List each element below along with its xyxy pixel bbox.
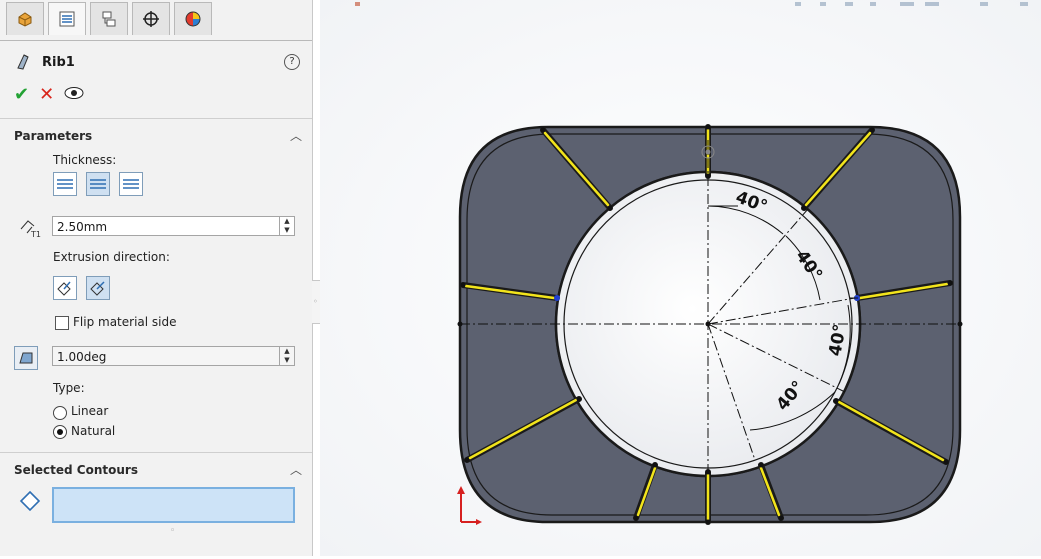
feature-manager-icon — [18, 12, 32, 27]
feature-header: Rib1 — [14, 52, 75, 72]
dimxpert-icon — [143, 11, 159, 27]
type-label: Type: — [53, 381, 85, 395]
property-manager-icon — [59, 11, 75, 27]
normal-to-sketch-button[interactable] — [86, 276, 110, 300]
section-divider — [0, 118, 312, 119]
thickness-value: 2.50mm — [57, 220, 108, 234]
thickness-both-sides-icon — [90, 179, 106, 189]
rib-thickness-icon: T1 — [18, 217, 44, 242]
selected-contours-list[interactable] — [52, 487, 295, 523]
thickness-first-side-icon — [57, 179, 73, 189]
thickness-both-sides-button[interactable] — [86, 172, 110, 196]
tab-dimxpert[interactable] — [132, 2, 170, 35]
flip-material-side-checkbox[interactable] — [55, 316, 69, 330]
draft-toggle-button[interactable] — [14, 346, 38, 370]
plate-inner-edge — [466, 133, 954, 516]
natural-radio[interactable] — [53, 425, 67, 439]
sketch-origin-marker — [701, 145, 715, 159]
cancel-button[interactable]: ✕ — [39, 84, 55, 105]
construction-lines — [460, 140, 960, 470]
natural-label: Natural — [71, 424, 116, 438]
collapse-contours-icon[interactable]: ︿ — [290, 463, 303, 477]
draft-angle-input[interactable]: 1.00deg ▲ ▼ — [52, 346, 295, 366]
tab-display-manager[interactable] — [174, 2, 212, 35]
heads-up-toolbar[interactable] — [355, 2, 1028, 6]
action-buttons: ✔ ✕ — [14, 84, 84, 105]
model-drawing: 40° 40° 40° 40° — [320, 0, 1041, 556]
feature-title: Rib1 — [42, 54, 75, 70]
svg-text:T1: T1 — [30, 230, 41, 239]
ok-button[interactable]: ✔ — [14, 84, 30, 105]
selected-contours-section-title[interactable]: Selected Contours — [14, 463, 138, 477]
linear-label: Linear — [71, 404, 109, 418]
section-divider — [0, 452, 312, 453]
angle-dimensions[interactable] — [707, 205, 858, 431]
draft-spin-button[interactable]: ▲ ▼ — [279, 347, 294, 365]
thickness-second-side-button[interactable] — [119, 172, 143, 196]
thickness-input[interactable]: 2.50mm ▲ ▼ — [52, 216, 295, 236]
tab-feature-manager[interactable] — [6, 2, 44, 35]
normal-to-sketch-icon — [90, 281, 105, 296]
parameters-section-title[interactable]: Parameters — [14, 129, 93, 143]
property-manager-panel: Rib1 ? ✔ ✕ Parameters ︿ Thickness: T1 2.… — [0, 0, 313, 556]
help-icon[interactable]: ? — [284, 54, 300, 70]
tab-configuration-manager[interactable] — [90, 2, 128, 35]
parallel-to-sketch-button[interactable] — [53, 276, 77, 300]
thickness-second-side-icon — [123, 179, 139, 189]
collapse-parameters-icon[interactable]: ︿ — [290, 129, 303, 143]
resize-grip-icon[interactable]: ◦ — [170, 526, 176, 536]
flip-material-side-label: Flip material side — [73, 315, 177, 329]
linear-radio[interactable] — [53, 406, 67, 420]
parallel-to-sketch-icon — [57, 281, 71, 296]
display-manager-icon — [185, 11, 201, 27]
tabs-divider — [0, 40, 312, 41]
configuration-manager-icon — [102, 11, 116, 27]
draft-angle-value: 1.00deg — [57, 350, 107, 364]
tab-property-manager[interactable] — [48, 2, 86, 35]
preview-eye-icon[interactable] — [64, 84, 84, 105]
draft-icon — [19, 352, 33, 364]
contour-selection-icon — [19, 490, 41, 515]
reference-triad — [457, 486, 482, 525]
manager-tabs — [6, 2, 216, 40]
graphics-viewport[interactable]: 40° 40° 40° 40° — [320, 0, 1041, 556]
thickness-label: Thickness: — [53, 153, 117, 167]
rib-feature-icon — [17, 54, 29, 70]
extrusion-direction-label: Extrusion direction: — [53, 250, 170, 264]
thickness-spin-button[interactable]: ▲ ▼ — [279, 217, 294, 235]
thickness-first-side-button[interactable] — [53, 172, 77, 196]
